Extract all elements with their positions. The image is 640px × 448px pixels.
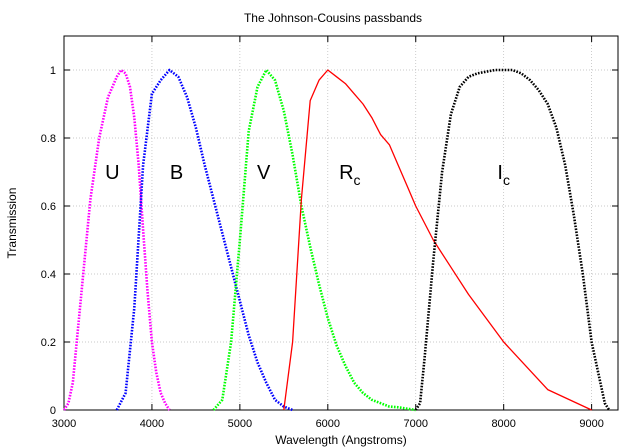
x-tick-label: 8000: [491, 418, 515, 430]
x-tick-label: 7000: [404, 418, 428, 430]
series-group: [62, 68, 611, 412]
x-tick-label: 3000: [52, 418, 76, 430]
band-label-b: B: [170, 162, 183, 184]
axes: 3000 4000 5000 6000 7000 8000 9000 0 0.2 0.4 0.6 0.…: [41, 35, 619, 430]
band-label-v: V: [257, 162, 271, 184]
x-tick-label: 5000: [228, 418, 252, 430]
y-tick-label: 0.4: [41, 269, 56, 281]
y-tick-label: 0.2: [41, 337, 56, 349]
grid: [64, 36, 618, 410]
series-line-u: [62, 68, 171, 411]
y-axis-label: Transmission: [5, 188, 19, 259]
band-label-rc: Rc: [339, 162, 360, 188]
y-tick-label: 0: [50, 405, 56, 417]
chart-title: The Johnson-Cousins passbands: [244, 11, 422, 25]
y-tick-label: 0.6: [41, 201, 56, 213]
x-axis-label: Wavelength (Angstroms): [275, 433, 407, 447]
x-tick-label: 9000: [579, 418, 603, 430]
series-line-v: [212, 68, 416, 412]
y-tick-label: 1: [50, 65, 56, 77]
series-line-rc: [283, 69, 592, 411]
series-line-ic: [414, 68, 611, 411]
band-label-subscript: c: [503, 172, 510, 188]
band-label-subscript: c: [354, 172, 361, 188]
plot-frame: [63, 35, 619, 411]
y-tick-label: 0.8: [41, 133, 56, 145]
band-labels: U B V Rc Ic: [105, 162, 510, 188]
x-tick-label: 6000: [316, 418, 340, 430]
series-line-b: [115, 68, 294, 412]
x-tick-label: 4000: [140, 418, 164, 430]
band-label-u: U: [105, 162, 119, 184]
